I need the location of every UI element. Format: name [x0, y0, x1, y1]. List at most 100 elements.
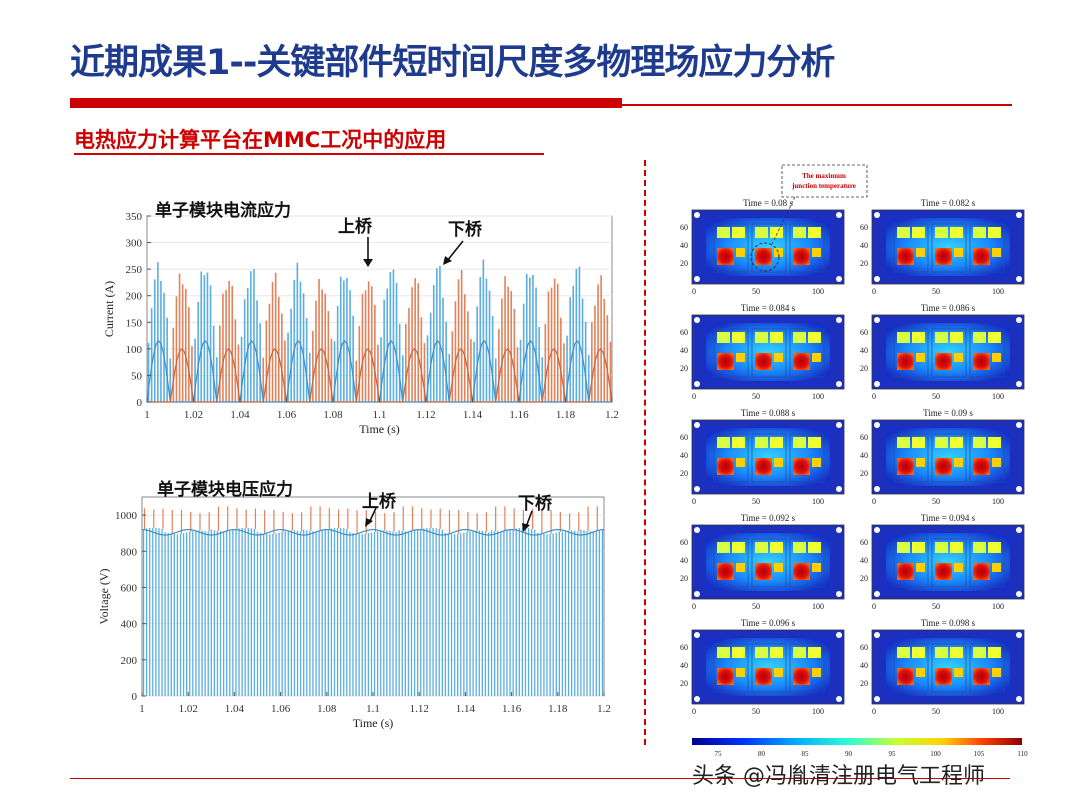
module-outline — [789, 538, 825, 588]
thermal-ytick-label: 20 — [680, 574, 688, 583]
chip-small — [755, 227, 768, 238]
thermal-ytick-label: 20 — [860, 469, 868, 478]
chip-warm — [774, 668, 783, 677]
subtitle-underline — [74, 153, 544, 155]
mount-hole — [1016, 276, 1022, 282]
thermal-xtick-label: 0 — [692, 287, 696, 296]
voltage-xtick-label: 1.1 — [366, 703, 380, 715]
chip-small — [717, 227, 730, 238]
thermal-xtick-label: 0 — [872, 287, 876, 296]
thermal-ytick-label: 40 — [860, 661, 868, 670]
current-xtick-label: 1 — [144, 409, 150, 421]
module-outline — [969, 223, 1005, 273]
chip-small — [755, 542, 768, 553]
thermal-xtick-label: 50 — [932, 392, 940, 401]
thermal-ytick-label: 60 — [680, 433, 688, 442]
mount-hole — [874, 317, 880, 323]
chip-small — [755, 647, 768, 658]
chip-small — [973, 227, 986, 238]
voltage-xlabel: Time (s) — [353, 716, 394, 730]
colorbar-tick-label: 75 — [715, 750, 723, 758]
chip-hot — [897, 353, 914, 370]
thermal-xtick-label: 100 — [992, 392, 1004, 401]
chip-small — [732, 437, 745, 448]
current-xtick-label: 1.06 — [277, 409, 297, 421]
voltage-chart-svg: 0 200 400 600 800 1000 1 1.02 1.04 1.06 1.08 1.1 1.1… — [97, 496, 611, 730]
thermal-xtick-label: 50 — [752, 287, 760, 296]
thermal-heat-zone — [886, 428, 1010, 486]
thermal-xtick-label: 100 — [992, 287, 1004, 296]
voltage-ytick-label: 200 — [121, 655, 138, 667]
chip-small — [988, 332, 1001, 343]
chip-hot — [935, 353, 952, 370]
thermal-ytick-label: 20 — [860, 364, 868, 373]
chip-small — [950, 542, 963, 553]
voltage-upper-label: 上桥 — [362, 492, 396, 512]
module-outline — [713, 538, 749, 588]
chip-hot — [717, 668, 734, 685]
module-outline — [931, 328, 967, 378]
chip-hot — [973, 458, 990, 475]
thermal-panel-time: Time = 0.088 s — [741, 408, 796, 418]
colorbar-tick-label: 95 — [889, 750, 897, 758]
thermal-heat-zone — [886, 218, 1010, 276]
thermal-panel-time: Time = 0.082 s — [921, 198, 976, 208]
voltage-xtick-label: 1.02 — [179, 703, 198, 715]
chip-small — [897, 227, 910, 238]
title-accent-bar — [70, 98, 622, 108]
chip-warm — [992, 458, 1001, 467]
thermal-xtick-label: 0 — [872, 392, 876, 401]
voltage-ytick-label: 800 — [121, 546, 138, 558]
chip-warm — [774, 458, 783, 467]
chip-warm — [812, 248, 821, 257]
current-annotation-arrows — [363, 237, 464, 267]
thermal-xtick-label: 100 — [992, 497, 1004, 506]
voltage-plot-title: 单子模块电压应力 — [157, 480, 293, 500]
thermal-ytick-label: 40 — [680, 451, 688, 460]
module-outline — [789, 223, 825, 273]
chip-small — [950, 647, 963, 658]
module-outline — [969, 328, 1005, 378]
thermal-xtick-label: 0 — [692, 707, 696, 716]
chip-hot — [717, 458, 734, 475]
mount-hole — [1016, 212, 1022, 218]
chip-warm — [736, 668, 745, 677]
mount-hole — [1016, 632, 1022, 638]
mount-hole — [836, 422, 842, 428]
current-xtick-label: 1.16 — [509, 409, 529, 421]
chip-small — [935, 437, 948, 448]
module-outline — [751, 433, 787, 483]
chip-small — [950, 332, 963, 343]
mount-hole — [874, 527, 880, 533]
chip-small — [935, 647, 948, 658]
chip-warm — [954, 458, 963, 467]
chip-small — [717, 437, 730, 448]
voltage-xtick-label: 1 — [139, 703, 145, 715]
current-plot: 0 50 100 150 200 250 300 350 1 1.02 1.04 1.06 1.08 1.… — [100, 185, 620, 450]
thermal-xtick-label: 0 — [872, 497, 876, 506]
chip-small — [973, 332, 986, 343]
max-temp-circle — [750, 242, 780, 272]
mount-hole — [836, 591, 842, 597]
mount-hole — [836, 486, 842, 492]
chip-warm — [992, 563, 1001, 572]
colorbar-tick-label: 100 — [930, 750, 941, 758]
thermal-panel: Time = 0.088 s 20 40 60 0 50 100 — [680, 408, 845, 506]
chip-warm — [736, 248, 745, 257]
thermal-panel: Time = 0.082 s 20 40 60 0 50 100 — [860, 198, 1025, 296]
thermal-ytick-label: 40 — [860, 451, 868, 460]
voltage-ytick-label: 400 — [121, 619, 138, 631]
annotation-text: The maximum — [802, 172, 846, 180]
thermal-xtick-label: 100 — [812, 497, 824, 506]
voltage-ytick-label: 0 — [132, 691, 138, 703]
chip-small — [950, 227, 963, 238]
current-lower-label: 下桥 — [448, 220, 482, 240]
voltage-lower-arrowhead — [522, 523, 530, 532]
chip-warm — [992, 668, 1001, 677]
mount-hole — [1016, 422, 1022, 428]
page-title: 近期成果1--关键部件短时间尺度多物理场应力分析 — [70, 43, 835, 83]
current-ytick-label: 200 — [126, 291, 143, 303]
max-temp-annotation: The maximum junction temperature — [750, 164, 868, 272]
module-outline — [751, 223, 787, 273]
current-xtick-label: 1.08 — [323, 409, 343, 421]
